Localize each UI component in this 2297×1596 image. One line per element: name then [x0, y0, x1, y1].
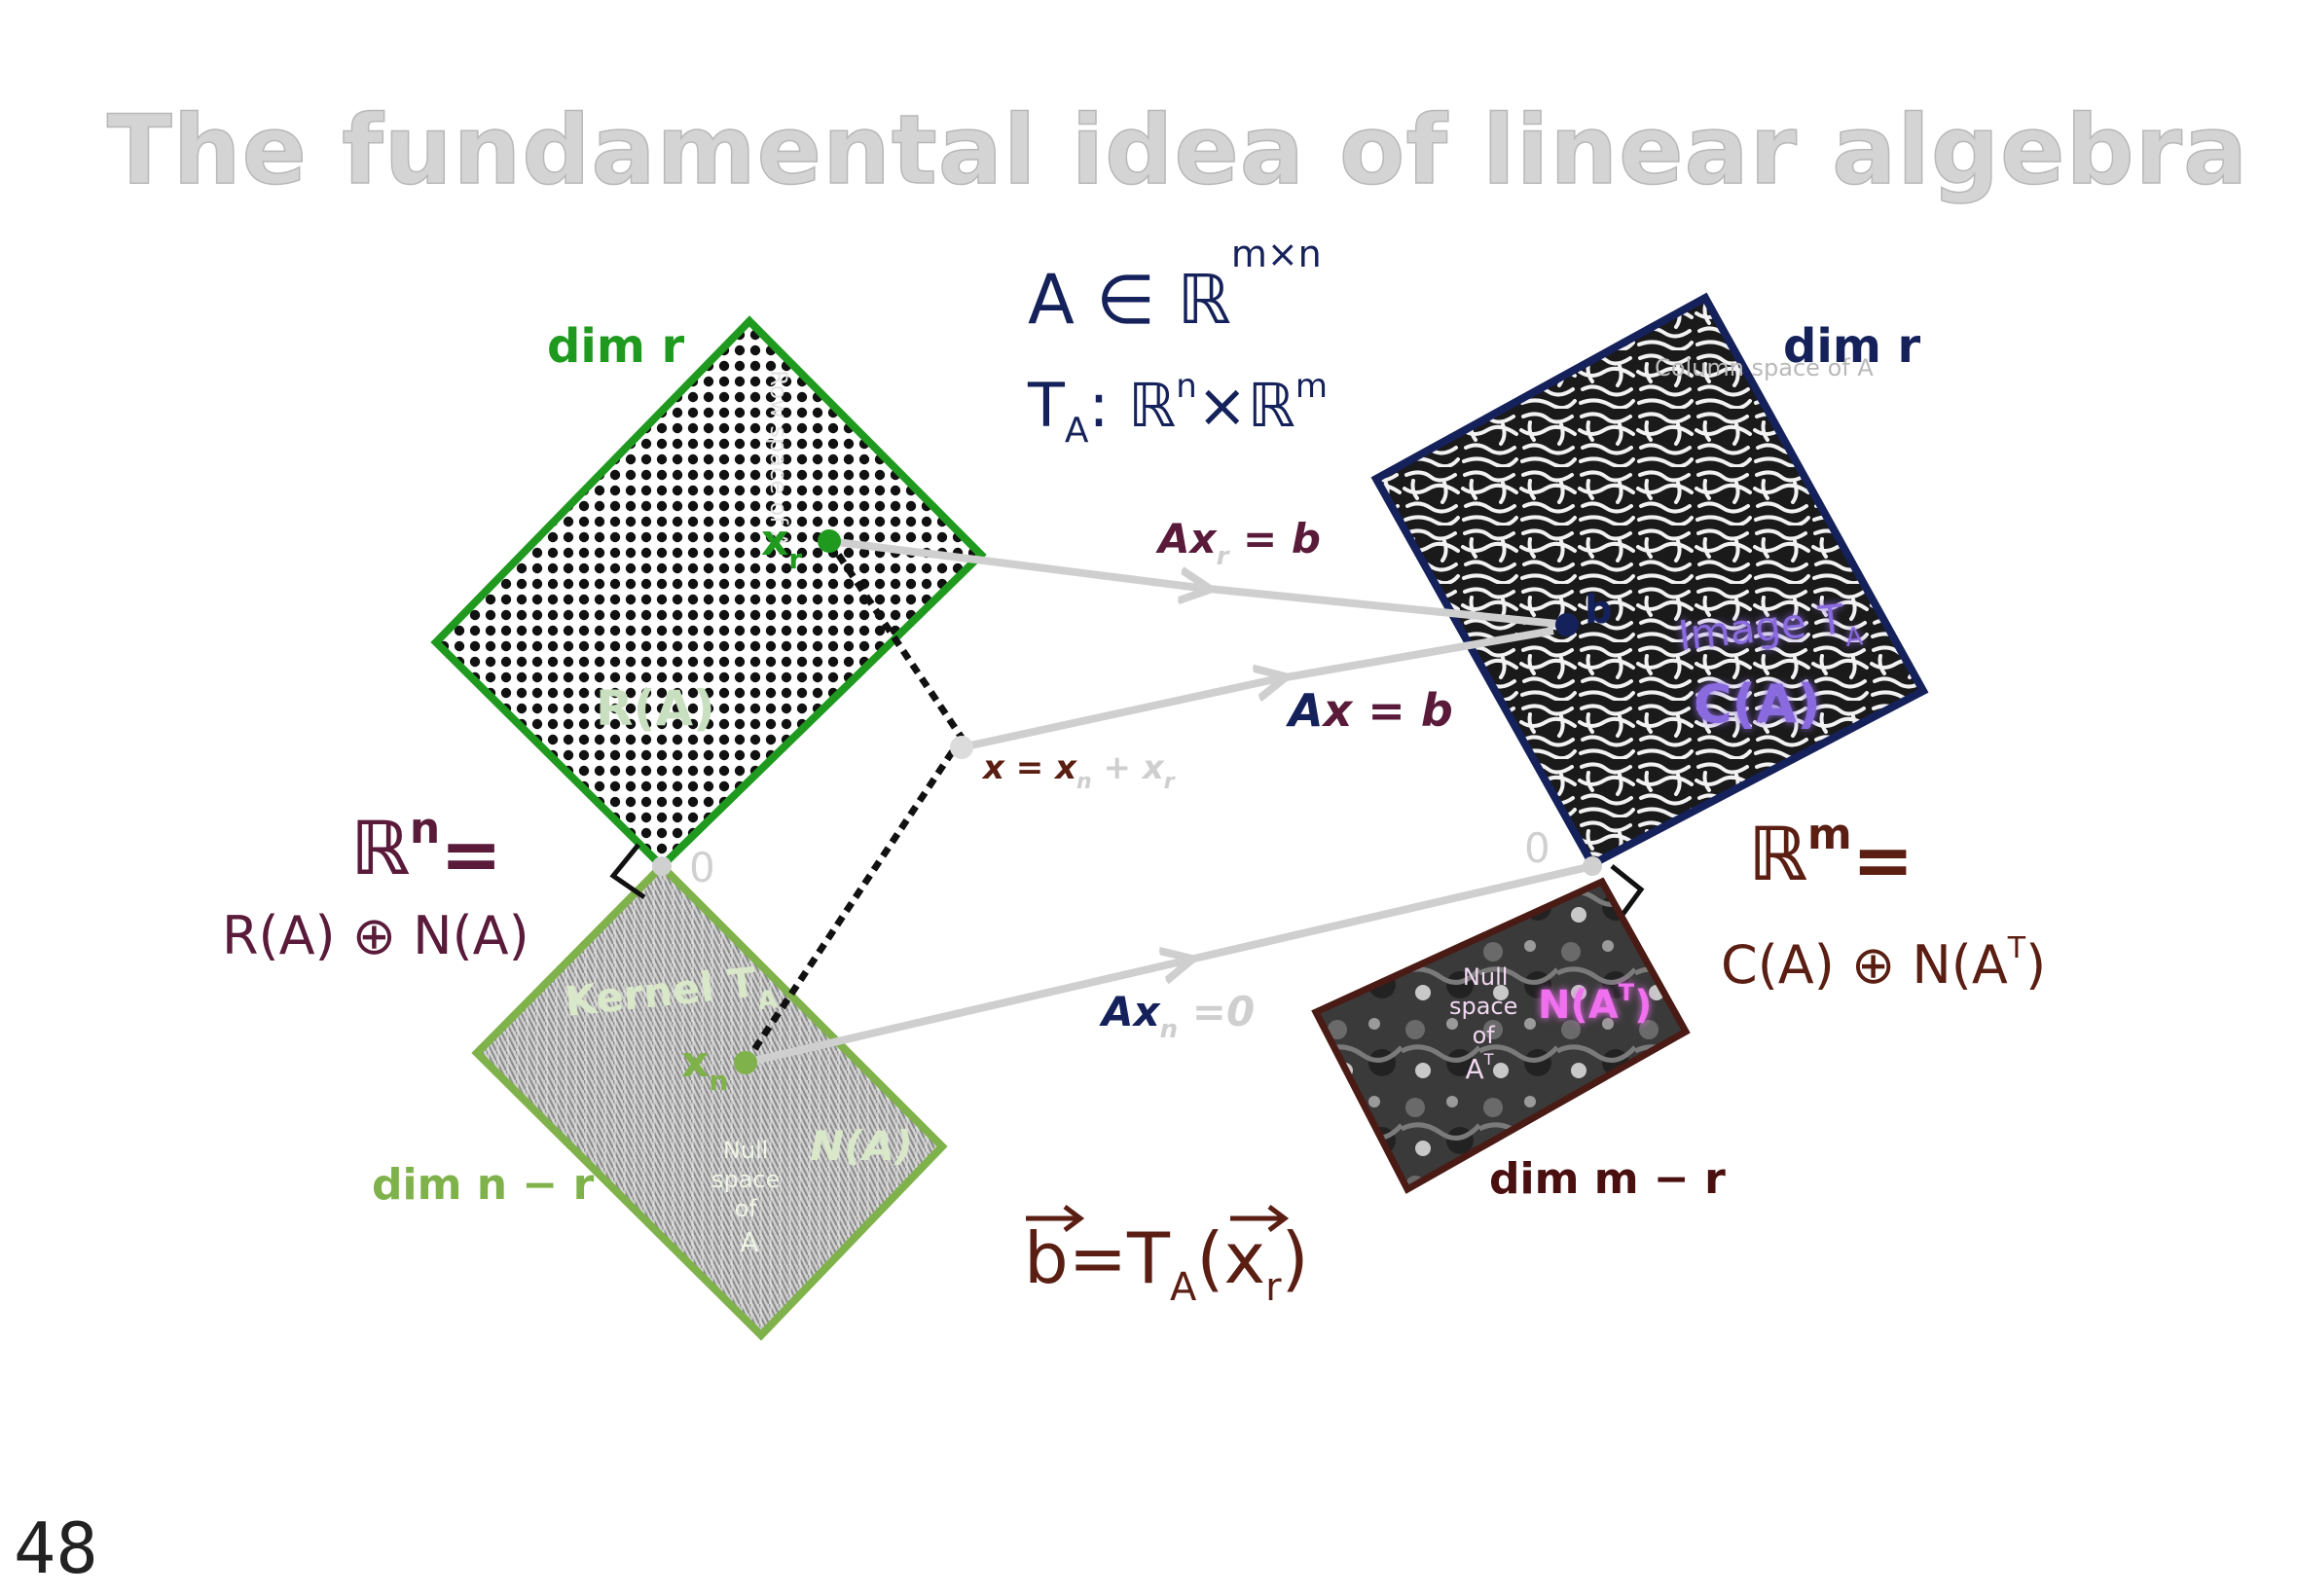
null-space-region: [471, 860, 948, 1341]
arrow-x-to-b: [961, 679, 1275, 751]
matrix-membership: A ∈ ℝm×n: [1028, 233, 1322, 340]
vector-arrow-x: [1230, 1205, 1290, 1232]
arrow-x-to-b-tail: [1274, 627, 1554, 683]
row-space-dim: dim r: [547, 319, 685, 374]
point-xn-label: xn: [681, 1037, 728, 1097]
equation-ax: Ax = b: [1286, 684, 1453, 737]
equation-b-vector: b=TA(xr): [1024, 1205, 1309, 1310]
equation-axn: Axn =0: [1099, 988, 1255, 1044]
equation-axr: Axr = b: [1155, 515, 1321, 571]
arrow-xn-to-zero-tail: [1181, 862, 1593, 965]
null-space-label: Null space of A: [711, 1137, 787, 1258]
point-b: [1555, 613, 1579, 636]
point-x: [950, 736, 973, 759]
arrow-xn-to-zero: [745, 961, 1182, 1067]
arrow-xr-to-b: [828, 537, 1199, 588]
point-xn: [734, 1051, 757, 1074]
domain-space: ℝn=: [350, 804, 502, 897]
equation-x-sum: x = xn + xr: [981, 748, 1176, 794]
null-space-name: N(A): [810, 1122, 913, 1170]
null-space: Kernel TA Null space of A N(A) dim n − r: [372, 860, 948, 1341]
point-xr-label: xr: [761, 516, 802, 575]
dotted-parallelogram: [743, 539, 965, 1065]
column-space-region: [1370, 292, 1929, 870]
right-angle-left: [609, 843, 646, 900]
domain-decomposition: ℝn= R(A) ⊕ N(A): [222, 804, 529, 966]
equation-b-text: b=TA(xr): [1024, 1217, 1309, 1310]
codomain-space: ℝm=: [1748, 810, 1914, 903]
row-space-name: R(A): [596, 680, 715, 737]
left-null-space-label: Null space of AT: [1449, 963, 1525, 1085]
left-null-space-region: [1311, 877, 1691, 1194]
column-space-dim: dim r: [1783, 319, 1921, 374]
point-b-label: b: [1585, 588, 1613, 633]
page-number: 48: [14, 1507, 98, 1589]
origin-left-label: 0: [689, 844, 715, 891]
column-space: dim r Column space of A Image TA C(A): [1370, 292, 1929, 870]
point-xr: [818, 529, 841, 553]
page-title: The fundamental idea of linear algebra: [107, 95, 2248, 206]
origin-left-point: [652, 856, 672, 876]
codomain-decomposition: ℝm= C(A) ⊕ N(AT): [1721, 810, 2046, 996]
column-space-name: C(A): [1694, 673, 1821, 735]
left-null-space-name: N(AT): [1538, 979, 1652, 1028]
arrow-xr-to-b-tail: [1198, 584, 1568, 629]
origin-right-label: 0: [1524, 824, 1550, 872]
codomain-decomposition-text: C(A) ⊕ N(AT): [1721, 931, 2046, 996]
row-space: dim r Row space of A R(A): [430, 315, 987, 872]
domain-decomposition-text: R(A) ⊕ N(A): [222, 905, 529, 966]
left-null-space: Null space of AT N(AT) dim m − r: [1311, 877, 1726, 1204]
left-null-space-dim: dim m − r: [1489, 1154, 1726, 1204]
null-space-dim: dim n − r: [372, 1160, 595, 1210]
vector-arrow-b: [1026, 1205, 1085, 1232]
right-angle-right: [1610, 864, 1645, 921]
row-space-vertical-label: Row space of A: [765, 370, 792, 548]
row-space-region: [430, 315, 987, 872]
transform-definition: TA: ℝn×ℝm: [1027, 367, 1328, 451]
matrix-definition: A ∈ ℝm×n TA: ℝn×ℝm: [1027, 233, 1328, 451]
column-space-vertical-label: Column space of A: [1655, 354, 1874, 381]
